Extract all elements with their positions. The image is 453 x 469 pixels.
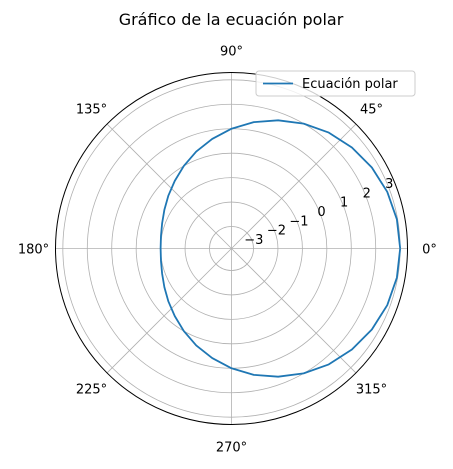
angle-tick-labels: 0° 45° 90° 135° 180° 225° 270° 315°	[18, 45, 437, 456]
polar-frame	[55, 72, 408, 425]
legend: Ecuación polar	[255, 70, 416, 97]
radial-tick-label-1: −2	[267, 224, 286, 239]
series-line-0	[159, 119, 402, 378]
chart-title: Gráfico de la ecuación polar	[119, 10, 344, 29]
angle-tick-label-3: 135°	[76, 102, 107, 117]
angle-tick-label-7: 315°	[356, 383, 387, 398]
angle-tick-label-1: 45°	[360, 102, 383, 117]
radial-tick-label-4: 1	[340, 196, 348, 211]
polar-grid	[55, 72, 408, 425]
radial-tick-label-0: −3	[244, 233, 263, 248]
angle-tick-label-6: 270°	[216, 441, 247, 456]
angular-gridline-3	[106, 123, 232, 249]
angular-gridline-7	[231, 248, 357, 374]
angle-tick-label-4: 180°	[18, 243, 49, 258]
radial-tick-label-5: 2	[363, 186, 371, 201]
radial-tick-label-6: 3	[385, 177, 393, 192]
radial-tick-label-3: 0	[317, 205, 325, 220]
angle-tick-label-5: 225°	[76, 383, 107, 398]
angular-gridline-5	[106, 248, 232, 374]
series-line-group	[159, 119, 402, 378]
legend-frame	[255, 70, 416, 97]
angular-gridline-1	[231, 123, 357, 249]
radial-tick-label-2: −1	[289, 214, 308, 229]
angle-tick-label-0: 0°	[422, 243, 437, 258]
angle-tick-label-2: 90°	[220, 45, 243, 60]
legend-label: Ecuación polar	[302, 77, 398, 92]
